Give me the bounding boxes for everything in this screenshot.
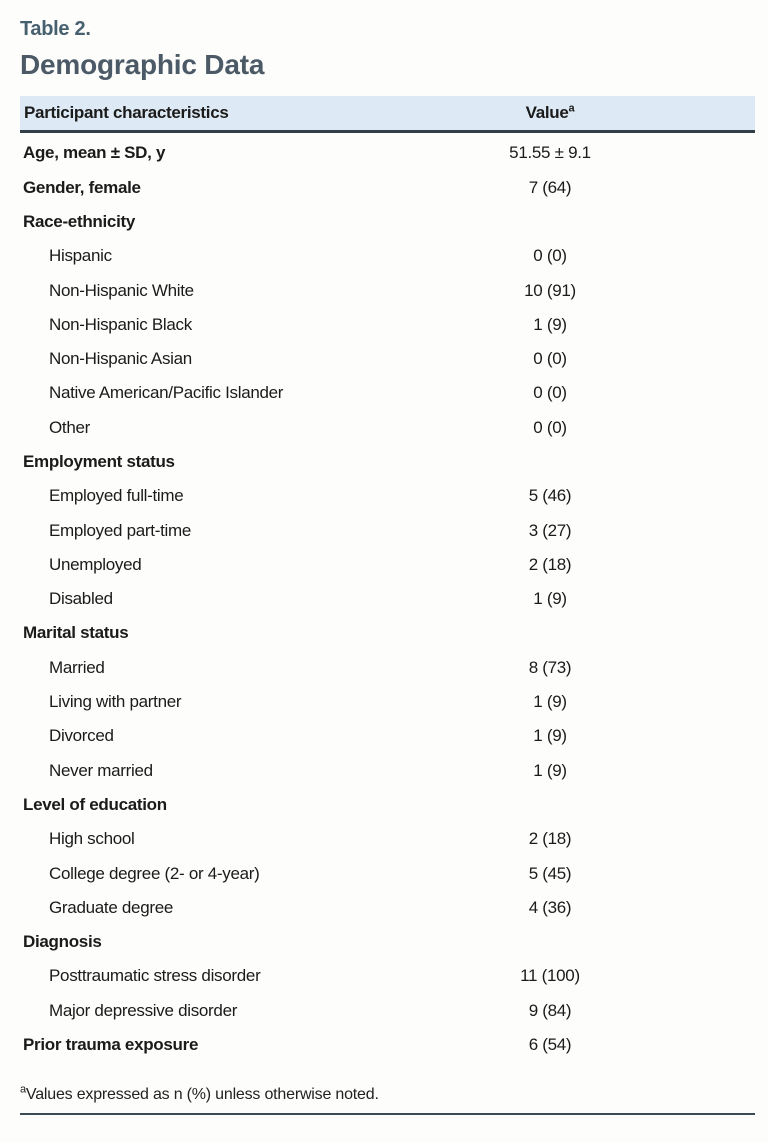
row-value: 1 (9) <box>533 726 567 746</box>
row-value: 2 (18) <box>528 554 572 574</box>
row-label: Native American/Pacific Islander <box>49 383 284 403</box>
row-label: Race-ethnicity <box>23 211 136 231</box>
table-row: Marital status <box>20 616 755 650</box>
table-row: Major depressive disorder 9 (84) <box>20 994 755 1028</box>
column-header-value-superscript: a <box>568 102 575 115</box>
table-row: Prior trauma exposure 6 (54) <box>20 1028 755 1062</box>
row-label: Major depressive disorder <box>49 1000 238 1020</box>
page-title: Demographic Data <box>20 49 265 80</box>
row-value: 11 (100) <box>520 966 580 986</box>
table-number-label: Table 2. <box>20 18 91 40</box>
column-header-value-text: Value <box>525 103 569 123</box>
row-label: High school <box>49 829 135 849</box>
row-label: Unemployed <box>49 554 142 574</box>
row-label: Gender, female <box>23 177 141 197</box>
row-value: 1 (9) <box>533 314 567 334</box>
table-row: Diagnosis <box>20 925 755 959</box>
row-value: 7 (64) <box>528 177 572 197</box>
row-label: Hispanic <box>49 246 112 266</box>
row-value: 0 (0) <box>533 417 567 437</box>
table-row: Employed part-time 3 (27) <box>20 513 755 547</box>
demographic-table: Participant characteristics Valuea Age, … <box>20 96 755 1062</box>
table-row: Hispanic 0 (0) <box>20 239 755 273</box>
table-row: Married 8 (73) <box>20 651 755 685</box>
table-row: College degree (2- or 4-year) 5 (45) <box>20 856 755 890</box>
table-row: Employment status <box>20 445 755 479</box>
row-value: 5 (46) <box>528 486 572 506</box>
table-row: Other 0 (0) <box>20 411 755 445</box>
table-header-row: Participant characteristics Valuea <box>20 96 755 134</box>
row-label: Posttraumatic stress disorder <box>49 966 261 986</box>
table-row: Unemployed 2 (18) <box>20 548 755 582</box>
row-label: Never married <box>49 760 153 780</box>
row-label: College degree (2- or 4-year) <box>49 863 260 883</box>
table-row: Gender, female 7 (64) <box>20 170 755 204</box>
row-value: 8 (73) <box>528 657 572 677</box>
table-row: Non-Hispanic Asian 0 (0) <box>20 342 755 376</box>
table-row: Living with partner 1 (9) <box>20 685 755 719</box>
column-header-value: Valuea <box>345 103 755 123</box>
table-row: Divorced 1 (9) <box>20 719 755 753</box>
footnote-superscript: a <box>20 1083 26 1096</box>
row-label: Age, mean ± SD, y <box>23 143 166 163</box>
row-label: Marital status <box>23 623 129 643</box>
footnote-text: Values expressed as n (%) unless otherwi… <box>25 1086 379 1104</box>
table-row: Graduate degree 4 (36) <box>20 891 755 925</box>
row-value: 5 (45) <box>528 863 572 883</box>
table-row: Non-Hispanic Black 1 (9) <box>20 308 755 342</box>
table-row: Employed full-time 5 (46) <box>20 479 755 513</box>
table-row: High school 2 (18) <box>20 822 755 856</box>
row-value: 0 (0) <box>533 349 567 369</box>
row-label: Disabled <box>49 589 113 609</box>
row-label: Employed full-time <box>49 486 184 506</box>
row-value: 6 (54) <box>528 1035 572 1055</box>
table-row: Disabled 1 (9) <box>20 582 755 616</box>
row-value: 10 (91) <box>524 280 576 300</box>
row-value: 0 (0) <box>533 383 567 403</box>
table-row: Non-Hispanic White 10 (91) <box>20 273 755 307</box>
row-value: 0 (0) <box>533 246 567 266</box>
table-row: Native American/Pacific Islander 0 (0) <box>20 376 755 410</box>
row-value: 1 (9) <box>533 760 567 780</box>
table-row: Level of education <box>20 788 755 822</box>
row-label: Married <box>49 657 105 677</box>
row-value: 1 (9) <box>533 589 567 609</box>
table-row: Race-ethnicity <box>20 205 755 239</box>
table-row: Age, mean ± SD, y 51.55 ± 9.1 <box>20 136 755 170</box>
row-value: 1 (9) <box>533 692 567 712</box>
row-label: Prior trauma exposure <box>23 1035 199 1055</box>
table-footnote: aValues expressed as n (%) unless otherw… <box>20 1083 755 1116</box>
row-value: 3 (27) <box>528 520 572 540</box>
row-label: Level of education <box>23 794 167 814</box>
table-body: Age, mean ± SD, y 51.55 ± 9.1 Gender, fema… <box>20 133 755 1062</box>
row-label: Employment status <box>23 452 175 471</box>
row-label: Other <box>49 417 91 437</box>
row-value: 2 (18) <box>528 829 572 849</box>
row-value: 9 (84) <box>528 1000 572 1020</box>
row-label: Graduate degree <box>49 897 174 917</box>
row-label: Diagnosis <box>23 932 102 952</box>
row-label: Employed part-time <box>49 520 191 540</box>
row-label: Non-Hispanic Asian <box>49 349 192 369</box>
row-value: 51.55 ± 9.1 <box>509 143 591 163</box>
table-row: Posttraumatic stress disorder 11 (100) <box>20 959 755 993</box>
row-value: 4 (36) <box>528 897 572 917</box>
column-header-participant-characteristics: Participant characteristics <box>24 103 229 123</box>
row-label: Non-Hispanic White <box>49 280 194 300</box>
row-label: Living with partner <box>49 692 182 712</box>
table-row: Never married 1 (9) <box>20 754 755 788</box>
row-label: Non-Hispanic Black <box>49 314 192 334</box>
row-label: Divorced <box>49 726 114 746</box>
